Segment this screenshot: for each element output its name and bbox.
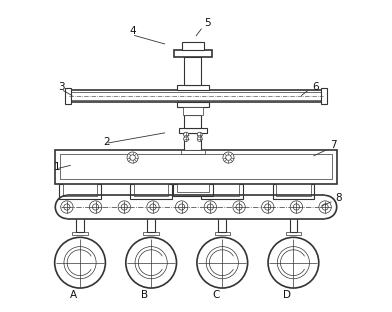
Text: 4: 4 xyxy=(129,26,136,36)
Bar xyxy=(184,57,201,85)
Bar xyxy=(177,102,209,107)
Text: C: C xyxy=(212,290,220,300)
Circle shape xyxy=(207,204,213,210)
Text: A: A xyxy=(70,290,77,300)
Bar xyxy=(134,184,168,196)
Circle shape xyxy=(64,246,96,279)
Bar xyxy=(214,232,230,236)
Bar xyxy=(60,154,332,179)
Circle shape xyxy=(64,204,70,210)
Bar xyxy=(276,184,310,196)
Bar xyxy=(173,184,213,196)
Text: 7: 7 xyxy=(330,140,337,150)
Circle shape xyxy=(89,201,102,213)
Circle shape xyxy=(261,201,274,213)
Circle shape xyxy=(204,201,216,213)
Circle shape xyxy=(197,132,202,137)
Bar xyxy=(321,88,327,104)
Bar xyxy=(179,129,207,133)
Bar xyxy=(201,184,243,199)
Bar xyxy=(69,90,323,102)
Bar xyxy=(184,133,201,150)
Bar xyxy=(71,92,321,100)
Circle shape xyxy=(127,152,138,163)
Circle shape xyxy=(126,237,176,288)
Bar xyxy=(59,184,101,199)
Bar xyxy=(130,184,172,199)
Bar xyxy=(286,232,301,236)
Circle shape xyxy=(179,204,185,210)
Text: 3: 3 xyxy=(58,82,65,92)
Circle shape xyxy=(319,201,331,213)
Circle shape xyxy=(61,201,73,213)
Bar xyxy=(55,150,337,184)
Bar xyxy=(174,50,212,57)
Circle shape xyxy=(183,132,189,137)
Circle shape xyxy=(197,237,248,288)
Circle shape xyxy=(183,137,189,141)
Circle shape xyxy=(135,246,167,279)
Bar xyxy=(65,88,71,104)
Text: D: D xyxy=(283,290,291,300)
Circle shape xyxy=(197,137,202,141)
Circle shape xyxy=(265,204,271,210)
Circle shape xyxy=(322,204,328,210)
Text: 2: 2 xyxy=(103,137,110,147)
Bar xyxy=(63,184,97,196)
Text: B: B xyxy=(142,290,149,300)
Circle shape xyxy=(118,201,131,213)
Text: 1: 1 xyxy=(54,162,60,172)
Circle shape xyxy=(93,204,99,210)
Circle shape xyxy=(223,152,234,163)
Text: 5: 5 xyxy=(204,18,211,28)
Bar xyxy=(205,184,240,196)
Text: 8: 8 xyxy=(335,193,342,203)
Bar xyxy=(272,184,314,199)
Circle shape xyxy=(147,201,159,213)
Circle shape xyxy=(206,246,238,279)
Circle shape xyxy=(130,155,135,160)
Bar xyxy=(143,232,159,236)
Bar xyxy=(184,115,201,129)
Circle shape xyxy=(55,237,105,288)
Circle shape xyxy=(236,204,242,210)
Bar xyxy=(183,107,203,115)
Bar xyxy=(72,232,88,236)
Circle shape xyxy=(150,204,156,210)
Circle shape xyxy=(290,201,303,213)
Circle shape xyxy=(226,155,231,160)
Bar xyxy=(176,184,209,193)
Circle shape xyxy=(293,204,299,210)
Bar xyxy=(182,41,203,50)
Bar xyxy=(181,150,205,154)
Circle shape xyxy=(233,201,245,213)
Circle shape xyxy=(121,204,127,210)
Circle shape xyxy=(277,246,310,279)
Bar xyxy=(177,85,209,90)
Circle shape xyxy=(268,237,319,288)
Text: 6: 6 xyxy=(312,82,319,92)
Circle shape xyxy=(176,201,188,213)
